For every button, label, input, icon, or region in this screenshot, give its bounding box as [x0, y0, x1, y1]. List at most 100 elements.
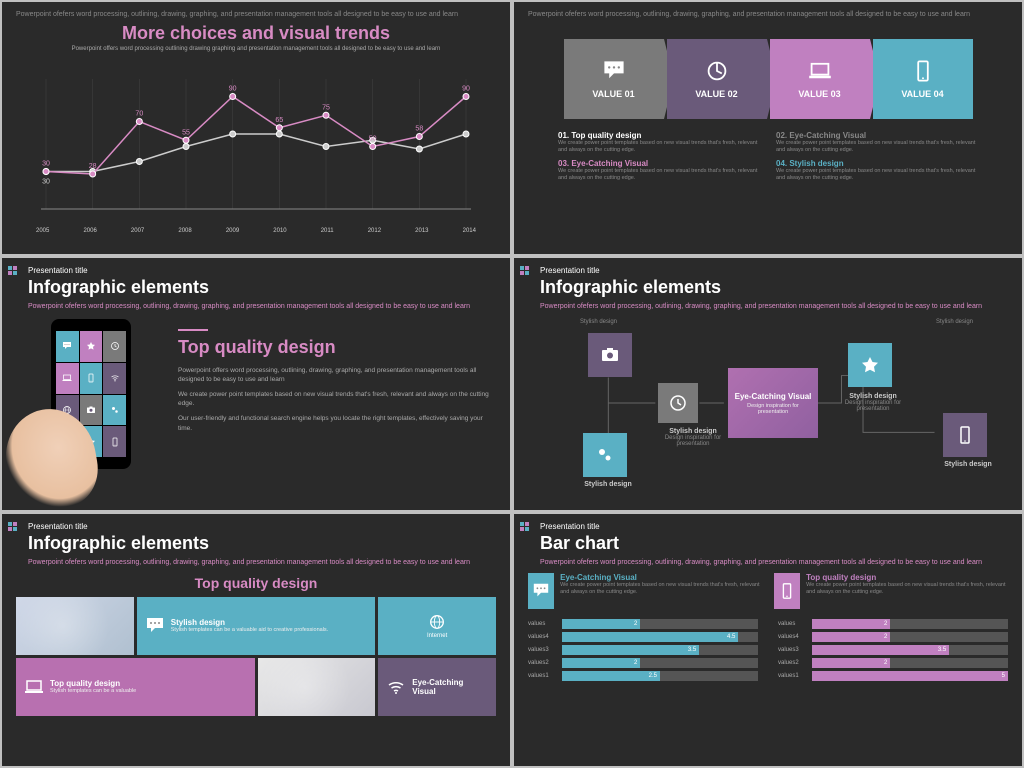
chart-title: More choices and visual trends — [16, 23, 496, 44]
bar-row: values1 2.5 — [528, 671, 758, 681]
bar-row: values2 2 — [528, 658, 758, 668]
bar-track: 5 — [812, 671, 1008, 681]
phone-tile — [80, 363, 103, 394]
year-label: 2009 — [226, 228, 239, 234]
phone-tile — [103, 331, 126, 362]
svg-text:30: 30 — [42, 178, 50, 185]
value-label: VALUE 04 — [901, 89, 943, 99]
flow-top-label: Stylish design — [936, 319, 973, 325]
bar-header-item: Eye-Catching VisualWe create power point… — [528, 573, 762, 609]
slim-tile: Internet — [378, 597, 496, 655]
phone-heading: Top quality design — [178, 337, 496, 358]
svg-text:90: 90 — [229, 85, 237, 92]
list-item-desc: We create power point templates based on… — [776, 140, 978, 153]
list-item-title: 04. Stylish design — [776, 159, 978, 168]
corner-icon — [520, 266, 529, 275]
value-label: VALUE 02 — [695, 89, 737, 99]
flow-box — [588, 333, 632, 377]
svg-text:58: 58 — [415, 125, 423, 132]
bar-fill: 3.5 — [562, 645, 699, 655]
info-tile: Top quality designStylish templates can … — [16, 658, 255, 716]
bar-row: values4 2 — [778, 632, 1008, 642]
main-title: Infographic elements — [28, 533, 496, 554]
phone-tile — [103, 426, 126, 457]
bar-header-desc: We create power point templates based on… — [806, 582, 1008, 595]
year-label: 2014 — [463, 228, 476, 234]
main-title: Infographic elements — [540, 277, 1008, 298]
slide-phone: Presentation title Infographic elements … — [2, 258, 510, 510]
underline — [178, 329, 208, 331]
year-label: 2011 — [321, 228, 334, 234]
flow-label: Stylish design — [573, 481, 643, 488]
bar-header-title: Eye-Catching Visual — [560, 573, 762, 582]
info-tile: Eye-Catching Visual — [378, 658, 496, 716]
value-box: VALUE 04 — [873, 39, 973, 119]
slide-tiles: Presentation title Infographic elements … — [2, 514, 510, 766]
bars-right: values 2 values4 2 values3 3.5 values2 — [778, 619, 1008, 684]
phone-mockup — [16, 319, 166, 489]
bar-row: values 2 — [528, 619, 758, 629]
bar-label: values3 — [778, 647, 808, 653]
bar-track: 3.5 — [562, 645, 758, 655]
list-item-desc: We create power point templates based on… — [558, 140, 760, 153]
chart-sub: Powerpoint offers word processing outlin… — [16, 46, 496, 54]
list-item: 02. Eye-Catching Visual We create power … — [776, 131, 978, 153]
corner-icon — [8, 266, 17, 275]
value-box: VALUE 03 — [770, 39, 870, 119]
info-tile: Stylish designStylish templates can be a… — [137, 597, 376, 655]
bar-label: values4 — [778, 634, 808, 640]
icon-flow-diagram: Stylish designStylish designEye-Catching… — [528, 323, 1008, 483]
presentation-title: Presentation title — [540, 522, 1008, 531]
slide-value-boxes: Powerpoint ofefers word processing, outl… — [514, 2, 1022, 254]
flow-box — [848, 343, 892, 387]
bar-fill: 2 — [812, 619, 890, 629]
list-item: 01. Top quality design We create power p… — [558, 131, 760, 153]
bar-track: 2 — [562, 619, 758, 629]
flow-box — [583, 433, 627, 477]
flow-box — [658, 383, 698, 423]
bar-header-icon — [528, 573, 554, 609]
slide-bar-chart: Presentation title Bar chart Powerpoint … — [514, 514, 1022, 766]
svg-text:28: 28 — [89, 163, 97, 170]
bar-fill: 2 — [812, 658, 890, 668]
bar-fill: 3.5 — [812, 645, 949, 655]
list-item: 03. Eye-Catching Visual We create power … — [558, 159, 760, 181]
bar-track: 2 — [812, 619, 1008, 629]
year-label: 2006 — [83, 228, 96, 234]
flow-label: Stylish designDesign inspiration for pre… — [838, 393, 908, 412]
list-item: 04. Stylish design We create power point… — [776, 159, 978, 181]
svg-text:30: 30 — [42, 160, 50, 167]
bar-label: values2 — [778, 660, 808, 666]
year-label: 2010 — [273, 228, 286, 234]
bar-fill: 5 — [812, 671, 1008, 681]
bars-left: values 2 values4 4.5 values3 3.5 values2 — [528, 619, 758, 684]
bar-track: 2 — [562, 658, 758, 668]
desc: Powerpoint ofefers word processing, outl… — [28, 558, 496, 567]
bar-row: values4 4.5 — [528, 632, 758, 642]
phone-p1: Powerpoint offers word processing, outli… — [178, 366, 496, 384]
slide-subtitle: Powerpoint ofefers word processing, outl… — [16, 10, 496, 19]
bar-track: 3.5 — [812, 645, 1008, 655]
bar-fill: 2.5 — [562, 671, 660, 681]
bar-header-desc: We create power point templates based on… — [560, 582, 762, 595]
list-item-title: 02. Eye-Catching Visual — [776, 131, 978, 140]
photo-tile — [258, 658, 376, 716]
bar-row: values1 5 — [778, 671, 1008, 681]
bar-row: values2 2 — [778, 658, 1008, 668]
svg-text:75: 75 — [322, 104, 330, 111]
svg-text:65: 65 — [275, 117, 283, 124]
bar-label: values1 — [778, 673, 808, 679]
year-label: 2012 — [368, 228, 381, 234]
bar-track: 4.5 — [562, 632, 758, 642]
flow-center: Eye-Catching VisualDesign inspiration fo… — [728, 368, 818, 438]
svg-text:70: 70 — [135, 110, 143, 117]
tile-grid: Stylish designStylish templates can be a… — [16, 597, 496, 716]
feature-list: 01. Top quality design We create power p… — [528, 131, 1008, 181]
list-item-desc: We create power point templates based on… — [558, 168, 760, 181]
list-item-desc: We create power point templates based on… — [776, 168, 978, 181]
tiles-heading: Top quality design — [16, 575, 496, 591]
phone-tile — [56, 331, 79, 362]
phone-tile — [103, 395, 126, 426]
bars-area: values 2 values4 4.5 values3 3.5 values2 — [528, 619, 1008, 684]
main-title: Bar chart — [540, 533, 1008, 554]
